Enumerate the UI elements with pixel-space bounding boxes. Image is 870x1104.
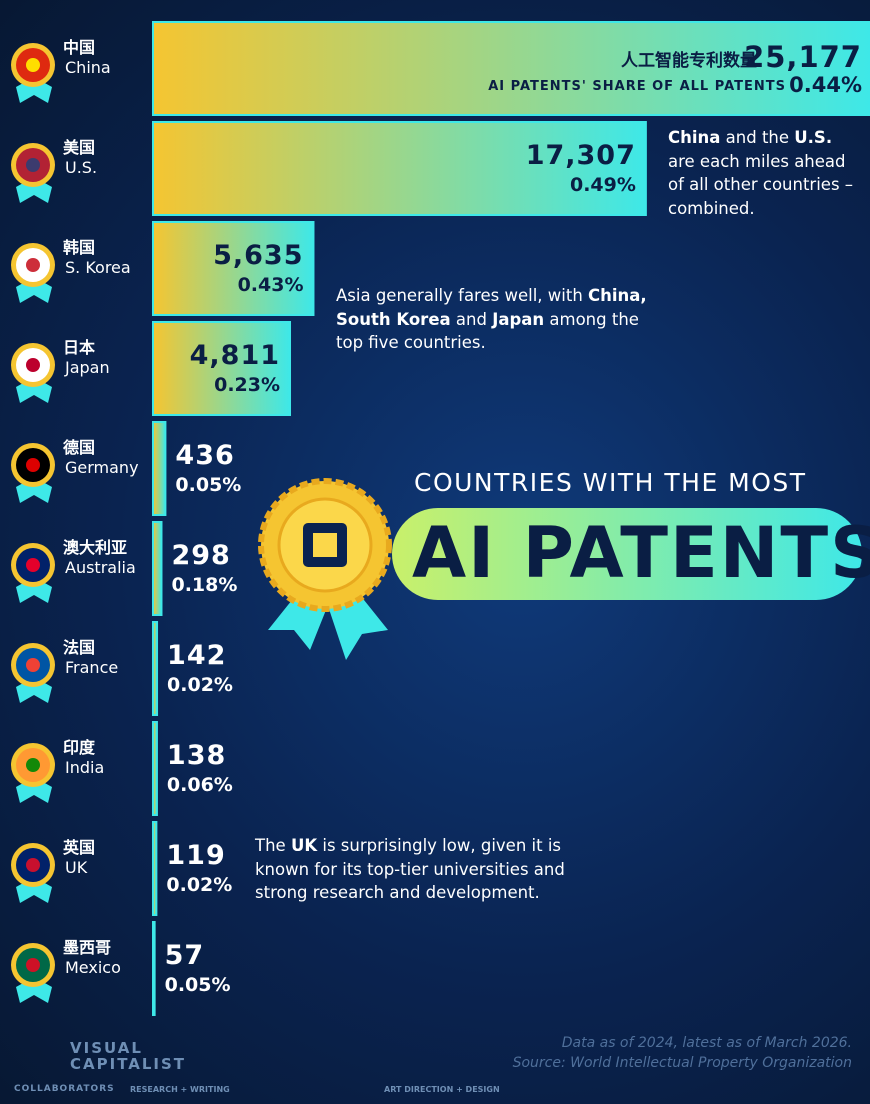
annotation-text: China, South Korea [336, 286, 647, 329]
share-label: 0.43% [237, 274, 304, 296]
data-note: Data as of 2024, latest as of March 2026… [561, 1035, 852, 1051]
annotation-text: The [255, 836, 291, 855]
flag-detail [26, 558, 40, 572]
country-zh: 墨西哥 [63, 938, 112, 957]
country: Australia [65, 558, 136, 577]
title-prefix: COUNTRIES WITH THE MOST [414, 468, 807, 497]
flag-detail [26, 858, 40, 872]
annotation: China and the U.S. are each miles ahead … [668, 126, 858, 220]
country-zh: 印度 [63, 738, 96, 757]
source: Source: World Intellectual Property Orga… [512, 1055, 852, 1071]
country: France [65, 658, 119, 677]
bar [152, 621, 159, 716]
country-zh: 美国 [63, 138, 96, 157]
value-label: 142 [167, 640, 227, 671]
value-label: 4,811 [189, 340, 281, 371]
annotation-text: China [668, 128, 721, 147]
bar [152, 721, 158, 816]
country: UK [65, 858, 88, 877]
country: Japan [65, 358, 110, 377]
share-label: 0.05% [164, 974, 231, 996]
annotation-text: and the [720, 128, 795, 147]
value-label: 25,177 [744, 40, 862, 74]
share-header: AI PATENTS' SHARE OF ALL PATENTS [488, 79, 786, 94]
bar [152, 121, 647, 216]
flag-detail [26, 758, 40, 772]
country-zh: 韩国 [63, 238, 96, 257]
badge [258, 478, 392, 660]
share-label: 0.18% [171, 574, 238, 596]
bar [152, 521, 163, 616]
annotation-text: U.S. [794, 128, 833, 147]
value-label: 138 [166, 740, 227, 771]
annotation-text: Asia generally fares well, with [336, 286, 589, 305]
flag-detail [26, 958, 40, 972]
country-zh: 英国 [63, 838, 96, 857]
country: Mexico [65, 958, 121, 977]
share-label: 0.06% [166, 774, 233, 796]
value-label: 5,635 [213, 240, 304, 271]
country-zh: 中国 [63, 38, 96, 57]
annotation-text: Japan [492, 309, 545, 329]
bar [152, 321, 292, 416]
share-label: 0.44% [789, 73, 862, 97]
country-zh: 德国 [63, 438, 96, 457]
annotation-text: is surprisingly low, given it is known f… [255, 836, 565, 902]
value-label: 436 [175, 440, 235, 471]
country: Germany [65, 458, 139, 477]
share-label: 0.02% [167, 674, 233, 696]
flag-detail [26, 658, 40, 672]
annotation-text: UK [290, 836, 318, 855]
annotation-text: among the top five countries. [336, 309, 639, 353]
country-zh: 日本 [63, 338, 96, 357]
flag-detail [26, 258, 40, 272]
bar [152, 921, 156, 1016]
share-label: 0.23% [214, 374, 281, 396]
share-label: 0.02% [166, 874, 233, 896]
annotation: The UK is surprisingly low, given it is … [255, 834, 575, 905]
flag-detail [26, 458, 40, 472]
role: ART DIRECTION + DESIGN [384, 1085, 500, 1094]
brand: VISUAL CAPITALIST [70, 1039, 187, 1073]
country: India [65, 758, 105, 777]
flag-detail [26, 158, 40, 172]
bar [152, 821, 158, 916]
annotation-text: are each miles ahead of all other countr… [668, 151, 854, 218]
value-label: 298 [171, 540, 231, 571]
bar [152, 21, 870, 116]
country-zh: 澳大利亚 [63, 538, 128, 557]
collaborators: COLLABORATORS [14, 1084, 115, 1094]
annotation: Asia generally fares well, with China, S… [336, 284, 656, 355]
role: RESEARCH + WRITING [130, 1085, 230, 1094]
country: U.S. [65, 158, 98, 177]
value-label: 17,307 [525, 140, 636, 171]
country: China [65, 58, 111, 77]
flag-detail [26, 58, 40, 72]
value-label: 119 [166, 840, 226, 871]
bar [152, 421, 167, 516]
country-zh: 法国 [63, 638, 96, 657]
country: S. Korea [65, 258, 131, 277]
bar [152, 221, 315, 316]
flag-detail [26, 358, 40, 372]
chart-title: AI PATENTS [412, 512, 870, 594]
value-label: 57 [164, 940, 205, 971]
annotation-text: and [450, 309, 493, 329]
value-header: 人工智能专利数量 [621, 51, 757, 71]
share-label: 0.05% [175, 474, 242, 496]
share-label: 0.49% [569, 174, 636, 196]
title-pill [392, 508, 862, 600]
